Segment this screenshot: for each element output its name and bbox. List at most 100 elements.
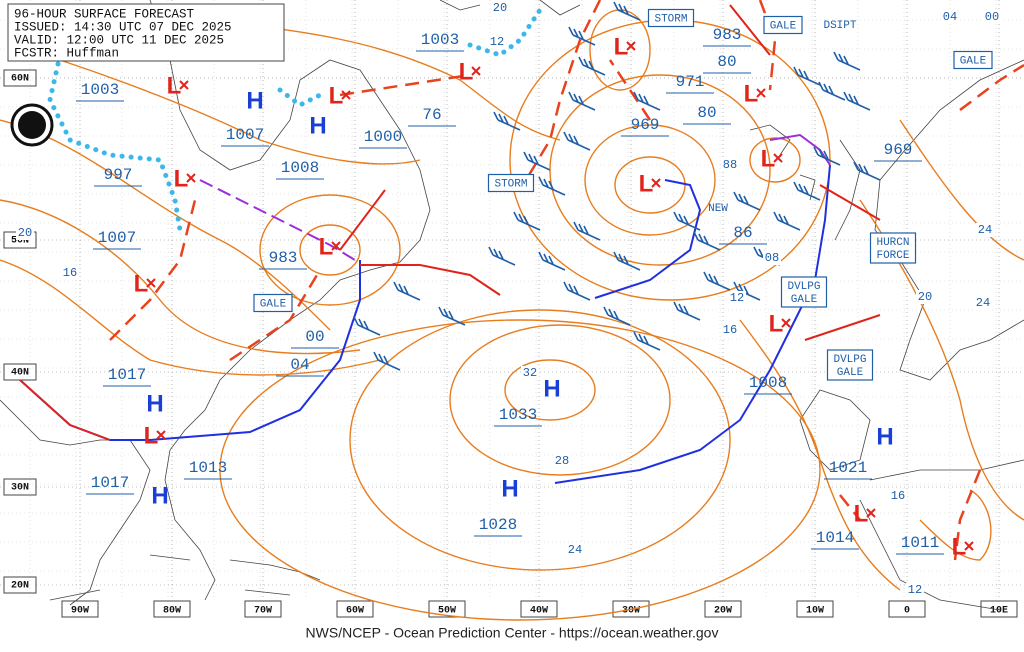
- wind-barb: [578, 56, 606, 76]
- warm-front: [360, 264, 501, 296]
- low-center: L: [639, 170, 654, 197]
- isobar-label-bg: [763, 251, 781, 265]
- wind-barb: [673, 211, 701, 231]
- isobar-label: 16: [63, 266, 77, 280]
- isobar-label-bg: [721, 323, 739, 337]
- lon-label-box: [428, 600, 466, 618]
- coastline: [0, 399, 151, 606]
- low-center: L: [952, 533, 967, 560]
- wind-barb: [353, 316, 381, 336]
- high-center: H: [146, 390, 163, 417]
- isobar: [0, 199, 361, 355]
- isobar-label: 20: [18, 226, 32, 240]
- warning-label: GALE: [791, 294, 818, 306]
- isobar-label: 04: [943, 10, 957, 24]
- isobar: [919, 489, 992, 561]
- low-center: L: [329, 82, 344, 109]
- wind-barb: [693, 231, 721, 251]
- pressure-label: 983: [713, 26, 742, 44]
- isobar-label-bg: [721, 158, 739, 172]
- wind-barb: [573, 221, 601, 241]
- isobar-label-bg: [61, 266, 79, 280]
- pressure-label: 971: [676, 73, 705, 91]
- isobar-label-bg: [983, 10, 1001, 24]
- lon-label: 30W: [622, 606, 640, 617]
- pressure-label: 04: [290, 356, 309, 374]
- warning-label: GALE: [770, 20, 797, 32]
- isobar: [749, 137, 801, 183]
- header: 96-HOUR SURFACE FORECAST ISSUED: 14:30 U…: [7, 3, 285, 62]
- warning-label: GALE: [960, 55, 987, 67]
- pressure-label: 969: [631, 116, 660, 134]
- warning-box: [780, 276, 828, 308]
- warning-label: DVLPG: [787, 281, 820, 293]
- low-center: L: [769, 310, 784, 337]
- lon-label-box: [980, 600, 1018, 618]
- wind-barb: [673, 301, 701, 321]
- low-center: L: [854, 500, 869, 527]
- high-center: H: [246, 87, 263, 114]
- coastline: [149, 0, 431, 601]
- wind-barb: [488, 246, 516, 266]
- header-line: FCSTR: Huffman: [14, 46, 119, 60]
- low-position-x: [773, 153, 783, 163]
- isobar-label: 32: [523, 366, 537, 380]
- lon-label: 40W: [530, 606, 548, 617]
- trough: [109, 0, 1024, 561]
- warning-box: [763, 15, 803, 35]
- wind-barb: [843, 91, 871, 111]
- pressure-label: 1014: [816, 529, 854, 547]
- low-position-x: [471, 66, 481, 76]
- low-position-x: [179, 80, 189, 90]
- wind-barb: [703, 271, 731, 291]
- logo-core: [18, 111, 46, 139]
- lat-label: 30N: [11, 483, 29, 494]
- cold-front: [594, 179, 702, 299]
- footer: NWS/NCEP - Ocean Prediction Center - htt…: [306, 625, 719, 641]
- wind-barb: [733, 281, 761, 301]
- wind-barb: [563, 281, 591, 301]
- coastline: [749, 124, 816, 201]
- coastline: [49, 554, 321, 601]
- wind-barb: [793, 66, 821, 86]
- isobar: [299, 224, 361, 276]
- isobar-label-bg: [976, 223, 994, 237]
- pressure-label: 1003: [421, 31, 459, 49]
- isobar: [584, 124, 716, 236]
- isobar: [739, 319, 901, 591]
- isobar: [59, 59, 421, 165]
- wind-barb: [818, 81, 846, 101]
- high-center: H: [501, 475, 518, 502]
- lat-label: 40N: [11, 368, 29, 379]
- pressure-label: 86: [733, 224, 752, 242]
- isobar-label-bg: [488, 35, 506, 49]
- warning-box: [647, 8, 695, 28]
- wind-barb: [793, 181, 821, 201]
- lat-label-box: [3, 478, 37, 496]
- warm-front: [19, 379, 111, 441]
- isobar-label: 16: [891, 489, 905, 503]
- lon-label-box: [704, 600, 742, 618]
- wind-barb: [493, 111, 521, 131]
- pressure-label: 80: [717, 53, 736, 71]
- low-center: L: [174, 165, 189, 192]
- isobar-label-bg: [728, 291, 746, 305]
- low-position-x: [156, 430, 166, 440]
- isobar-label: 12: [908, 583, 922, 597]
- high-center: H: [543, 375, 560, 402]
- lat-label: 50N: [11, 236, 29, 247]
- warning-label: FORCE: [876, 250, 909, 262]
- pressure-label: 1008: [281, 159, 319, 177]
- pressure-label: 1033: [499, 406, 537, 424]
- warning-label: STORM: [654, 13, 687, 25]
- isobar: [0, 119, 331, 331]
- pressure-label: 1000: [364, 128, 402, 146]
- wind-barb: [733, 191, 761, 211]
- wind-barb: [568, 91, 596, 111]
- wind-barb: [603, 306, 631, 326]
- pressure-label: 1007: [98, 229, 136, 247]
- warning-label: GALE: [260, 298, 287, 310]
- wind-barb: [373, 351, 401, 371]
- isobar-label: 00: [985, 10, 999, 24]
